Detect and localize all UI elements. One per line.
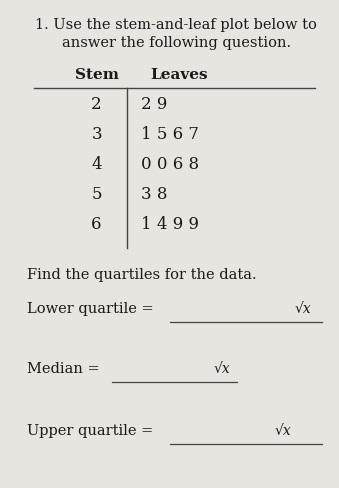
Text: 6: 6: [92, 216, 102, 233]
Text: 3 8: 3 8: [141, 186, 167, 203]
Text: Stem: Stem: [75, 68, 119, 82]
Text: Find the quartiles for the data.: Find the quartiles for the data.: [27, 268, 257, 282]
Text: Lower quartile =: Lower quartile =: [27, 302, 154, 316]
Text: 1 5 6 7: 1 5 6 7: [141, 126, 199, 143]
Text: 2: 2: [91, 96, 102, 113]
Text: 4: 4: [91, 156, 102, 173]
Text: 2 9: 2 9: [141, 96, 167, 113]
Text: Leaves: Leaves: [151, 68, 208, 82]
Text: √x: √x: [295, 302, 312, 316]
Text: Median =: Median =: [27, 362, 100, 376]
Text: Upper quartile =: Upper quartile =: [27, 424, 153, 438]
Text: 1 4 9 9: 1 4 9 9: [141, 216, 199, 233]
Text: 1. Use the stem-and-leaf plot below to: 1. Use the stem-and-leaf plot below to: [35, 18, 317, 32]
Text: answer the following question.: answer the following question.: [62, 36, 291, 50]
Text: 0 0 6 8: 0 0 6 8: [141, 156, 199, 173]
Text: √x: √x: [214, 362, 230, 376]
Text: 3: 3: [91, 126, 102, 143]
Text: 5: 5: [92, 186, 102, 203]
Text: √x: √x: [275, 424, 291, 438]
